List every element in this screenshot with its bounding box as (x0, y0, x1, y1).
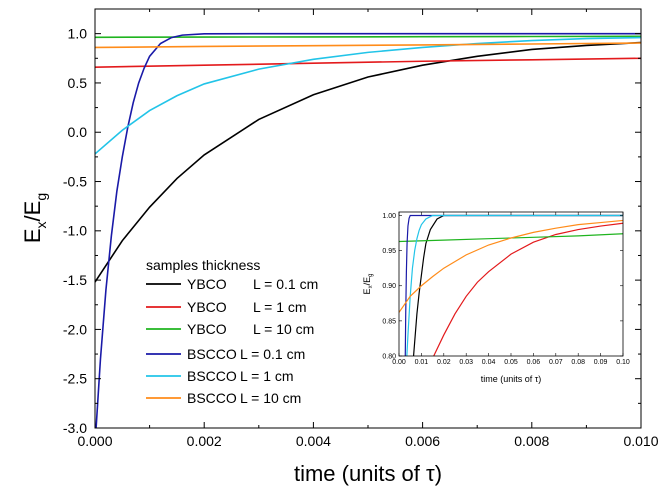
inset-x-tick-label: 0.02 (437, 359, 451, 366)
main-series-line-5 (95, 42, 641, 49)
inset-series-line-0 (412, 214, 623, 356)
inset-x-tick-label: 0.00 (392, 359, 406, 366)
inset-y-tick-label: 0.85 (382, 318, 396, 325)
main-series-line-4 (95, 36, 641, 155)
main-tick-layer: 0.000 0.002 0.004 0.006 0.008 0.010 -3.0 -2.5 -2… (63, 9, 659, 449)
legend-title: samples thickness (146, 257, 260, 273)
inset-y-tick-label: 0.90 (382, 283, 396, 290)
main-series-layer (95, 32, 641, 428)
legend-series-thickness-1: L = 1 cm (253, 299, 307, 315)
inset-x-tick-label: 0.09 (594, 359, 608, 366)
legend-series-name-1: YBCO (187, 299, 227, 315)
inset-x-tick-label: 0.07 (549, 359, 563, 366)
legend-series-thickness-0: L = 0.1 cm (253, 276, 318, 292)
main-x-tick-label: 0.000 (77, 433, 112, 449)
main-y-tick-label: 0.5 (68, 75, 88, 91)
inset-x-tick-label: 0.04 (482, 359, 496, 366)
inset-x-tick-label: 0.10 (616, 359, 630, 366)
inset-y-tick-label: 0.95 (382, 248, 396, 255)
inset-series-line-4 (406, 214, 623, 356)
main-x-tick-label: 0.006 (405, 433, 440, 449)
inset-series-line-5 (399, 219, 623, 313)
inset-x-tick-label: 0.06 (527, 359, 541, 366)
main-x-axis-title: time (units of τ) (294, 461, 442, 486)
inset-x-tick-label: 0.05 (504, 359, 518, 366)
inset-y-tick-label: 0.80 (382, 353, 396, 360)
main-x-tick-label: 0.010 (623, 433, 658, 449)
inset-series-line-1 (433, 222, 623, 356)
legend-series-thickness-4: L = 1 cm (240, 368, 294, 384)
inset-x-tick-label: 0.08 (571, 359, 585, 366)
legend-series-thickness-5: L = 10 cm (240, 390, 301, 406)
main-y-tick-label: -0.5 (63, 173, 87, 189)
main-y-tick-label: -1.0 (63, 223, 87, 239)
legend-series-name-2: YBCO (187, 321, 227, 337)
inset-tick-layer: 0.00 0.01 0.02 0.03 0.04 0.05 0.06 0.07 0.08 0.09… (382, 212, 630, 366)
legend-series-thickness-3: L = 0.1 cm (240, 346, 305, 362)
main-y-tick-label: 0.0 (68, 124, 88, 140)
legend-series-name-4: BSCCO (187, 368, 237, 384)
main-y-tick-label: -2.0 (63, 321, 87, 337)
main-series-line-3 (95, 32, 641, 428)
legend-series-name-5: BSCCO (187, 390, 237, 406)
inset-y-tick-label: 1.00 (382, 213, 396, 220)
inset-series-layer (399, 214, 623, 356)
inset-x-tick-label: 0.03 (459, 359, 473, 366)
inset-series-line-3 (404, 214, 623, 356)
legend-series-name-0: YBCO (187, 276, 227, 292)
main-series-line-2 (95, 35, 641, 39)
legend-series-name-3: BSCCO (187, 346, 237, 362)
main-series-line-1 (95, 57, 641, 68)
main-x-tick-label: 0.002 (187, 433, 222, 449)
inset-x-axis-title: time (units of τ) (481, 374, 542, 384)
main-x-tick-label: 0.004 (296, 433, 331, 449)
legend-series-thickness-2: L = 10 cm (253, 321, 314, 337)
main-y-axis-title: Ex/Eg (20, 193, 49, 243)
inset-x-tick-label: 0.01 (415, 359, 429, 366)
main-y-tick-label: -1.5 (63, 272, 87, 288)
inset-background (399, 212, 623, 356)
inset-y-axis-title: Ex/Eg (362, 274, 374, 295)
main-y-tick-label: -3.0 (63, 420, 87, 436)
main-x-tick-label: 0.008 (514, 433, 549, 449)
main-series-line-0 (95, 41, 641, 283)
main-y-tick-label: -2.5 (63, 371, 87, 387)
main-y-tick-label: 1.0 (68, 26, 88, 42)
